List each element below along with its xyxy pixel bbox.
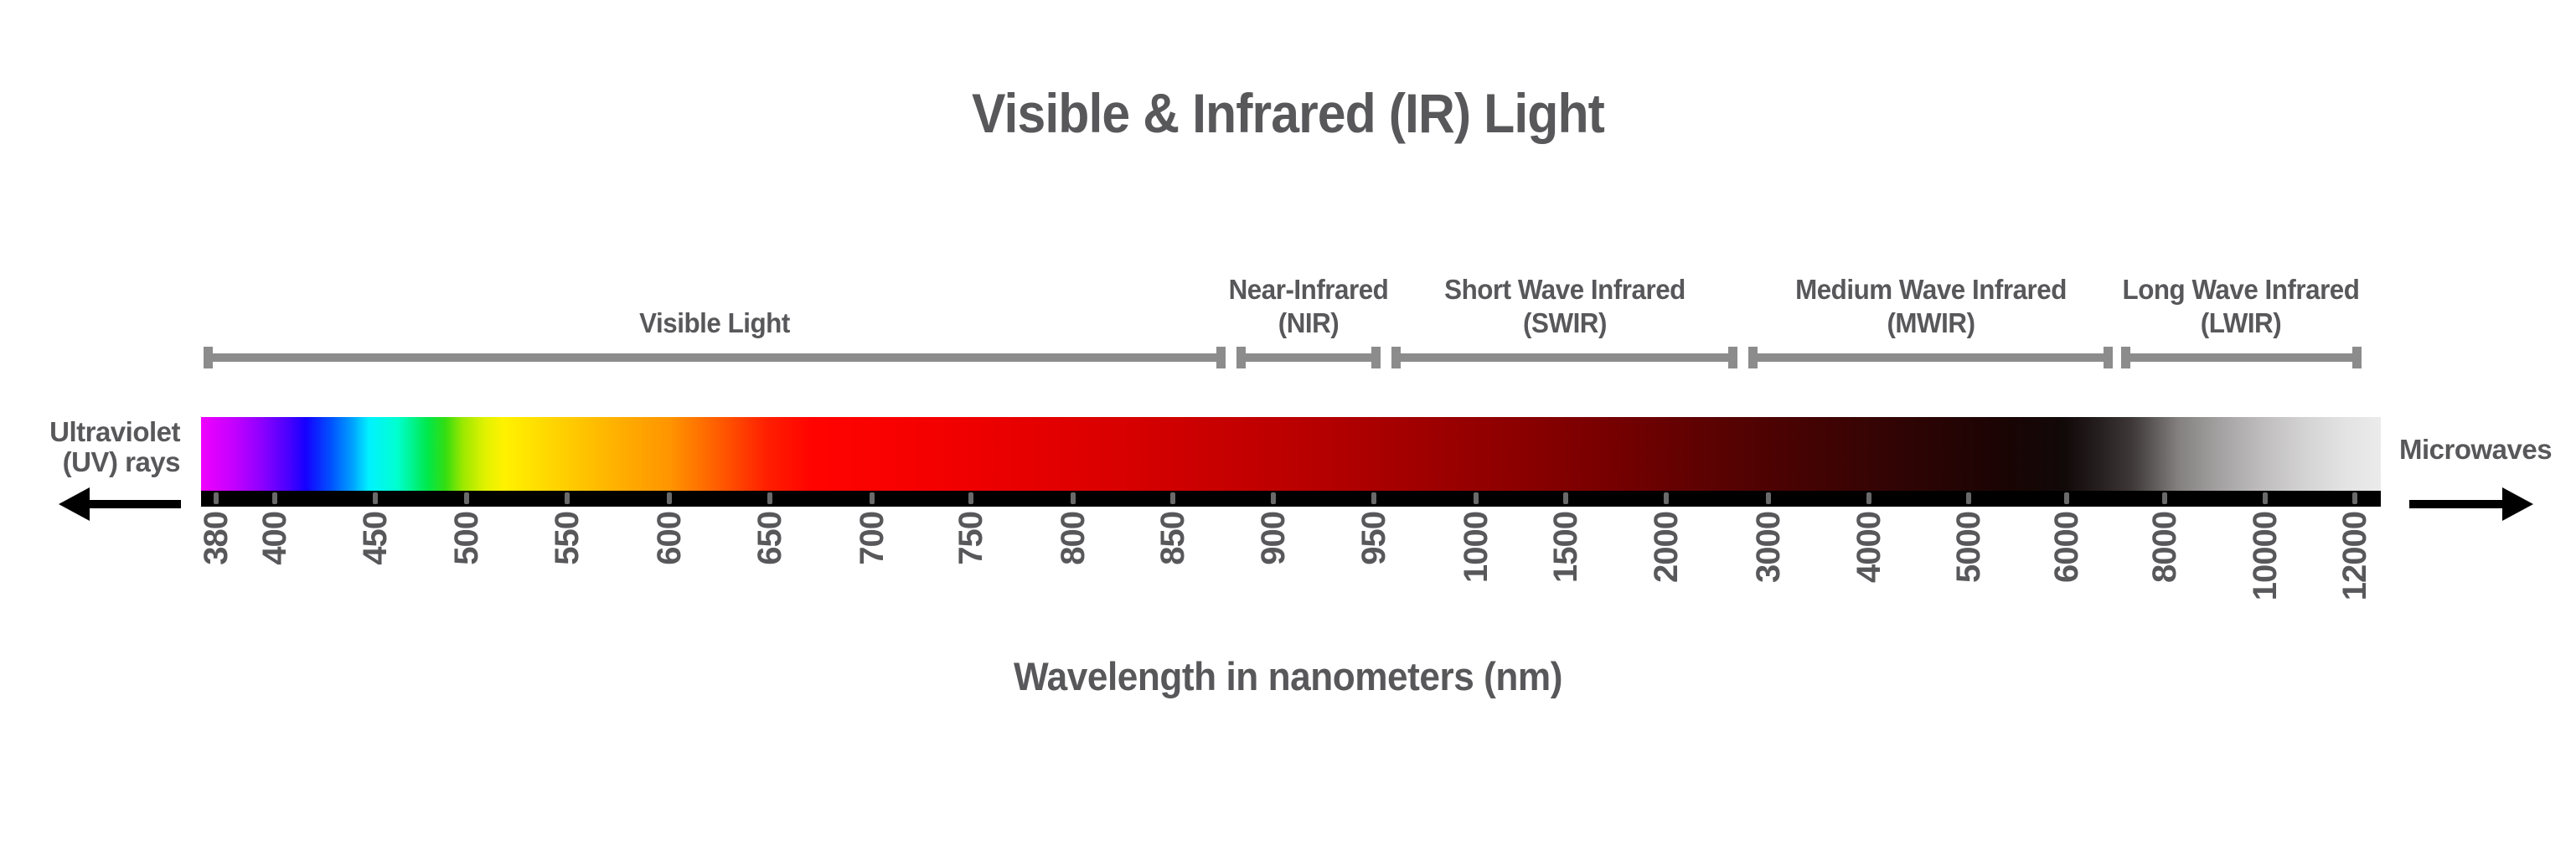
region-name: Visible Light: [638, 307, 790, 338]
spectrum-gradient-bar: [201, 417, 2381, 491]
tick-mark-850: [1170, 492, 1176, 504]
bracket-bar: [2121, 353, 2362, 362]
ultraviolet-label-line2: (UV) rays: [62, 446, 181, 477]
bracket-bar: [203, 353, 1226, 362]
tick-mark-1500: [1562, 492, 1568, 504]
tick-label-450: 450: [357, 512, 395, 565]
tick-mark-8000: [2162, 492, 2168, 504]
right-arrow: [2409, 487, 2533, 521]
tick-label-380: 380: [198, 512, 235, 565]
region-abbr: (MWIR): [1887, 307, 1975, 338]
region-bracket-visible-light: [203, 347, 1226, 368]
tick-mark-700: [870, 492, 875, 504]
tick-mark-380: [214, 492, 219, 504]
tick-mark-550: [565, 492, 570, 504]
bracket-bar: [1748, 353, 2113, 362]
region-bracket-short-wave-infrared: [1391, 347, 1738, 368]
region-label-near-infrared: Near-Infrared (NIR): [1054, 266, 1563, 340]
tick-mark-500: [464, 492, 470, 504]
tick-label-2000: 2000: [1647, 512, 1685, 583]
tick-label-600: 600: [651, 512, 689, 565]
tick-mark-900: [1271, 492, 1277, 504]
tick-mark-1000: [1474, 492, 1479, 504]
tick-mark-5000: [1966, 492, 1972, 504]
tick-mark-750: [968, 492, 973, 504]
bracket-left-cap: [203, 347, 213, 368]
region-abbr: (LWIR): [2201, 307, 2282, 338]
region-bracket-near-infrared: [1236, 347, 1381, 368]
tick-label-1500: 1500: [1546, 512, 1584, 583]
region-label-long-wave-infrared: Long Wave Infrared (LWIR): [1986, 266, 2496, 340]
bracket-right-cap: [1216, 347, 1226, 368]
left-arrowhead-icon: [59, 487, 90, 521]
microwaves-label: Microwaves: [2399, 434, 2553, 465]
tick-mark-950: [1371, 492, 1376, 504]
region-abbr: (SWIR): [1522, 307, 1607, 338]
tick-label-850: 850: [1154, 512, 1192, 565]
tick-mark-2000: [1663, 492, 1669, 504]
region-label-medium-wave-infrared: Medium Wave Infrared (MWIR): [1676, 266, 2186, 340]
region-bracket-long-wave-infrared: [2121, 347, 2362, 368]
tick-label-12000: 12000: [2336, 512, 2373, 601]
tick-label-950: 950: [1355, 512, 1392, 565]
tick-label-4000: 4000: [1850, 512, 1887, 583]
left-arrow-shaft: [87, 500, 181, 508]
right-arrowhead-icon: [2502, 487, 2533, 521]
bracket-left-cap: [1748, 347, 1758, 368]
tick-label-900: 900: [1255, 512, 1293, 565]
region-abbr: (NIR): [1278, 307, 1340, 338]
axis-title: Wavelength in nanometers (nm): [1014, 654, 1562, 698]
tick-label-6000: 6000: [2048, 512, 2086, 583]
tick-label-750: 750: [952, 512, 989, 565]
tick-label-500: 500: [448, 512, 486, 565]
region-name: Long Wave Infrared: [2122, 274, 2360, 305]
region-name: Near-Infrared: [1228, 274, 1389, 305]
right-arrow-shaft: [2409, 500, 2505, 508]
tick-label-1000: 1000: [1458, 512, 1495, 583]
tick-mark-12000: [2351, 492, 2357, 504]
tick-mark-3000: [1765, 492, 1771, 504]
region-name: Short Wave Infrared: [1443, 274, 1685, 305]
region-label-short-wave-infrared: Short Wave Infrared (SWIR): [1310, 266, 1820, 340]
tick-mark-450: [373, 492, 379, 504]
region-label-visible-light: Visible Light: [460, 266, 969, 340]
tick-label-650: 650: [751, 512, 789, 565]
bracket-left-cap: [1236, 347, 1246, 368]
wavelength-axis-strip: [201, 491, 2381, 507]
bracket-left-cap: [1391, 347, 1401, 368]
region-name: Medium Wave Infrared: [1794, 274, 2067, 305]
tick-label-700: 700: [854, 512, 891, 565]
tick-label-row: 380 400 450 500 550 600 650 700 750 800 850 900 950 1…: [198, 512, 2381, 671]
tick-mark-4000: [1866, 492, 1871, 504]
tick-mark-10000: [2263, 492, 2269, 504]
region-band-row: Visible Light Near-Infrared (NIR) Short Wav…: [201, 0, 2381, 385]
tick-mark-6000: [2064, 492, 2070, 504]
left-arrow: [59, 487, 181, 521]
tick-mark-650: [767, 492, 773, 504]
tick-label-10000: 10000: [2247, 512, 2284, 601]
tick-mark-800: [1070, 492, 1076, 504]
tick-label-550: 550: [549, 512, 586, 565]
bracket-left-cap: [2121, 347, 2131, 368]
tick-label-400: 400: [256, 512, 294, 565]
ultraviolet-label: Ultraviolet (UV) rays: [17, 417, 180, 477]
bracket-right-cap: [1371, 347, 1381, 368]
bracket-bar: [1391, 353, 1738, 362]
region-bracket-medium-wave-infrared: [1748, 347, 2113, 368]
bracket-right-cap: [1728, 347, 1738, 368]
tick-label-5000: 5000: [1950, 512, 1988, 583]
bracket-bar: [1236, 353, 1381, 362]
tick-label-8000: 8000: [2146, 512, 2184, 583]
bracket-right-cap: [2103, 347, 2113, 368]
tick-mark-600: [667, 492, 673, 504]
tick-mark-400: [272, 492, 278, 504]
tick-label-3000: 3000: [1749, 512, 1787, 583]
tick-label-800: 800: [1054, 512, 1092, 565]
page-title: Visible & Infrared (IR) Light: [972, 82, 1605, 144]
ultraviolet-label-line1: Ultraviolet: [49, 416, 180, 447]
bracket-right-cap: [2351, 347, 2362, 368]
